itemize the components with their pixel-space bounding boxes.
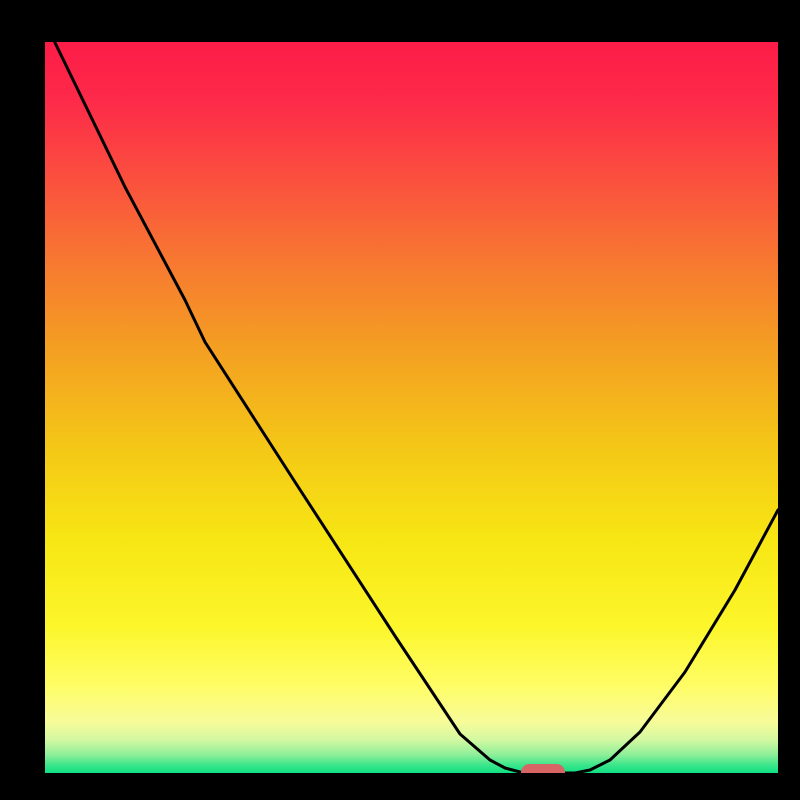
curve-path xyxy=(45,42,778,773)
frame-bottom xyxy=(0,773,800,800)
frame-top xyxy=(0,0,800,42)
frame-left xyxy=(0,0,45,800)
optimum-marker xyxy=(521,764,565,773)
bottleneck-curve xyxy=(45,42,778,773)
plot-area xyxy=(45,42,778,773)
frame-right xyxy=(778,0,800,800)
chart-canvas: TheBottleneck.com xyxy=(0,0,800,800)
